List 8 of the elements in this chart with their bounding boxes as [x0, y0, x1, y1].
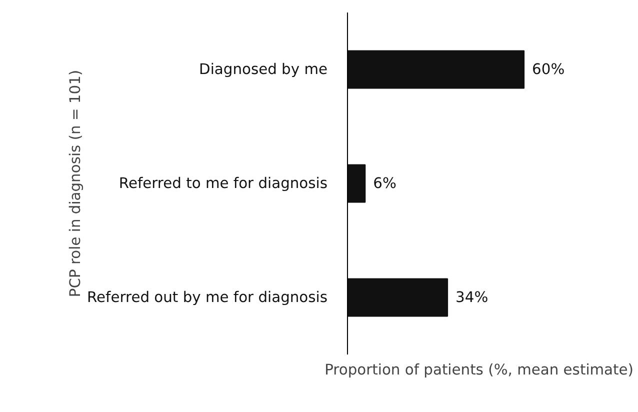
- data-label: 60%: [532, 61, 565, 78]
- x-axis-title: Proportion of patients (%, mean estimate): [324, 362, 634, 378]
- y-axis-title: PCP role in diagnosis (n = 101): [67, 70, 84, 298]
- y-tick-label: Diagnosed by me: [199, 61, 328, 78]
- data-label: 34%: [456, 289, 488, 306]
- y-tick-label: Referred out by me for diagnosis: [87, 289, 328, 306]
- y-tick-label: Referred to me for diagnosis: [118, 175, 328, 192]
- data-label: 6%: [373, 175, 396, 192]
